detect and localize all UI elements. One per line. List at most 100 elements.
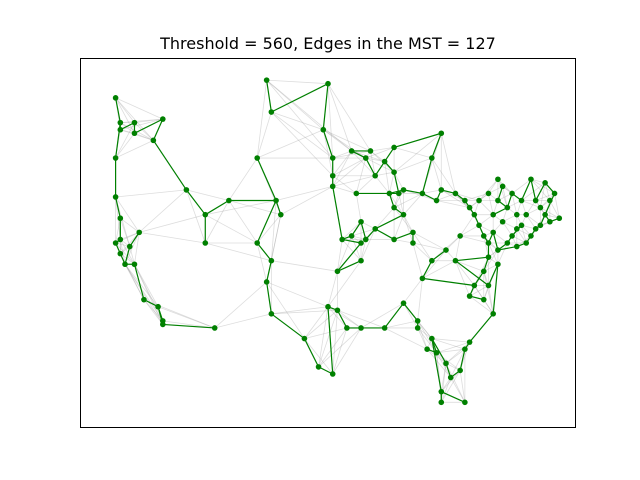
background-edge [440,370,461,403]
background-edge [445,348,466,364]
background-edge [143,299,215,329]
background-edge [115,133,135,159]
mst-edge [384,302,404,329]
background-edge [370,147,395,152]
mst-edge [115,97,121,123]
background-edge [115,97,154,141]
background-edge [483,235,489,258]
node-point [263,77,270,83]
background-edge [124,232,140,265]
node-point [452,190,459,197]
background-edge [417,320,433,339]
background-edge [403,278,423,304]
background-edge [469,285,489,297]
node-point [381,325,388,331]
background-edge [511,178,532,194]
node-point [254,155,260,161]
node-point [476,222,482,229]
mst-edge [271,83,329,113]
node-point [117,250,124,257]
background-edge [483,299,494,315]
background-edge [417,327,433,339]
chart-title: Threshold = 560, Edges in the MST = 127 [159,34,496,53]
node-point [410,229,416,236]
mst-edge [459,349,466,371]
background-edge [450,349,466,378]
node-point [131,130,138,137]
mst-edge [204,200,230,216]
node-point [348,148,355,154]
background-edge [327,83,371,152]
background-edge [337,309,362,329]
node-point [320,126,327,133]
node-point [400,211,407,218]
background-edge [417,327,428,350]
background-edge [115,97,135,134]
background-edge [205,200,277,216]
node-point [160,116,166,122]
node-point [490,311,497,317]
node-point [112,155,119,161]
background-edge [431,338,466,350]
background-edge [460,235,489,244]
background-edge [483,249,499,272]
background-edge [327,260,362,307]
node-point [126,243,133,250]
background-edge [445,341,470,364]
background-edge [270,214,282,261]
mst-edge [431,249,447,262]
node-point [419,190,426,197]
background-edge [332,310,338,375]
node-point [447,374,454,381]
background-edge [318,327,362,368]
background-edge [228,200,258,244]
node-point [202,211,209,218]
background-edge [473,285,485,300]
background-edge [436,193,456,201]
background-edge [374,175,390,194]
background-edge [393,189,404,208]
node-point [499,183,506,190]
node-point [480,268,487,275]
mst-edge [134,118,164,134]
node-point [457,233,463,239]
node-point [466,339,473,345]
background-edge [304,338,334,375]
background-edge [483,271,494,314]
background-edge [422,249,447,279]
background-edge [275,185,333,201]
background-edge [455,193,475,215]
background-edge [318,306,329,367]
mst-edge [535,182,546,201]
background-edge [455,260,484,272]
background-edge [459,224,480,237]
mst-edge [322,129,334,159]
mst-edge [322,83,329,130]
background-edge [271,111,334,177]
background-edge [214,281,267,329]
mst-edge [497,245,517,251]
mst-edge [266,80,272,113]
background-edge [228,200,281,216]
node-point [226,197,232,204]
node-point [367,148,374,154]
background-edge [511,193,518,215]
background-edge [214,313,272,329]
background-edge [351,150,376,177]
node-point [122,261,128,268]
node-point [358,218,364,225]
node-point [112,240,119,246]
background-edge [134,264,164,325]
background-edge [450,377,466,403]
node-point [150,137,157,144]
mst-edge [530,179,537,201]
background-edge [525,214,537,230]
background-edge [455,260,470,297]
background-edge [115,97,135,123]
node-point [452,257,459,264]
background-edge [544,182,551,201]
background-edge [412,242,433,261]
node-point [457,367,463,374]
node-point [358,240,364,246]
